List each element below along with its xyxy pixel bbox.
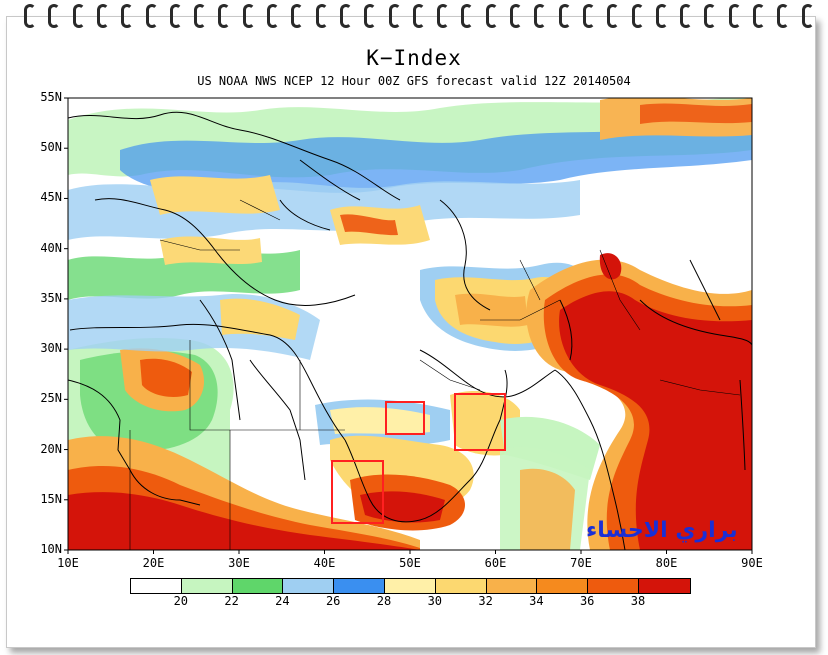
- binding-ring: [388, 4, 401, 28]
- legend-swatch: [283, 579, 335, 593]
- legend-swatch: [384, 579, 436, 593]
- legend-swatch: [537, 579, 589, 593]
- binding-ring: [582, 4, 595, 28]
- binding-ring: [48, 4, 61, 28]
- lat-label: 50N: [40, 140, 62, 155]
- lon-label: 30E: [228, 556, 250, 570]
- lon-label: 80E: [655, 556, 678, 570]
- lon-label: 90E: [741, 556, 763, 570]
- binding-ring: [145, 4, 158, 28]
- binding-ring: [680, 4, 693, 28]
- binding-ring: [72, 4, 85, 28]
- binding-ring: [291, 4, 304, 28]
- legend-label: 22: [224, 594, 239, 608]
- binding-ring: [437, 4, 450, 28]
- page-frame: [6, 16, 816, 648]
- legend-label: 34: [529, 594, 544, 608]
- lon-label: 10E: [57, 556, 79, 570]
- lat-label: 40N: [40, 240, 62, 255]
- binding-ring: [315, 4, 328, 28]
- legend-label: 24: [275, 594, 290, 608]
- binding-ring: [777, 4, 790, 28]
- legend-label: 30: [427, 594, 443, 608]
- binding-ring: [631, 4, 644, 28]
- lat-label: 10N: [40, 542, 62, 556]
- binding-ring: [96, 4, 109, 28]
- lat-label: 55N: [40, 90, 62, 104]
- binding-ring: [412, 4, 425, 28]
- legend-label: 26: [325, 594, 341, 608]
- binding-ring: [655, 4, 668, 28]
- legend-label: 36: [579, 594, 595, 608]
- legend-swatch: [334, 579, 385, 593]
- legend-swatch: [638, 579, 690, 593]
- binding-ring: [510, 4, 522, 28]
- legend-swatch: [588, 579, 639, 593]
- lon-label: 60E: [484, 556, 507, 570]
- binding-ring: [728, 4, 741, 28]
- binding-ring: [534, 4, 547, 28]
- binding-ring: [24, 4, 36, 28]
- lat-label: 30N: [40, 341, 62, 356]
- legend-label: 32: [478, 594, 493, 608]
- legend-swatch: [486, 579, 538, 593]
- binding-ring: [801, 4, 814, 28]
- binding-ring: [753, 4, 765, 28]
- binding-ring: [607, 4, 620, 28]
- lat-label: 20N: [40, 441, 62, 456]
- lon-label: 40E: [313, 556, 336, 570]
- watermark: براري الاحساء: [586, 518, 738, 543]
- binding-ring: [558, 4, 571, 28]
- binding-ring: [194, 4, 207, 28]
- lat-label: 15N: [40, 491, 62, 506]
- binding-ring: [218, 4, 231, 28]
- legend-swatch: [181, 579, 233, 593]
- binding-ring: [267, 4, 279, 28]
- binding-ring: [121, 4, 134, 28]
- lat-label: 45N: [40, 190, 62, 205]
- binding-ring: [169, 4, 182, 28]
- legend-swatch: [435, 579, 487, 593]
- lon-label: 70E: [570, 556, 592, 570]
- spiral-binding: [0, 0, 828, 34]
- binding-ring: [461, 4, 474, 28]
- lon-label: 50E: [399, 556, 421, 570]
- legend-swatch: [131, 579, 182, 593]
- binding-ring: [704, 4, 717, 28]
- color-legend: [130, 578, 691, 594]
- legend-label: 38: [630, 594, 646, 608]
- binding-ring: [364, 4, 377, 28]
- lat-label: 25N: [40, 391, 62, 406]
- binding-ring: [485, 4, 498, 28]
- legend-label: 20: [173, 594, 189, 608]
- binding-ring: [339, 4, 352, 28]
- legend-label: 28: [376, 594, 392, 608]
- binding-ring: [242, 4, 255, 28]
- map-subtitle: US NOAA NWS NCEP 12 Hour 00Z GFS forecas…: [197, 74, 631, 88]
- legend-swatch: [232, 579, 284, 593]
- map-title: K−Index: [366, 46, 462, 70]
- lon-label: 20E: [142, 556, 165, 570]
- lat-label: 35N: [40, 290, 62, 305]
